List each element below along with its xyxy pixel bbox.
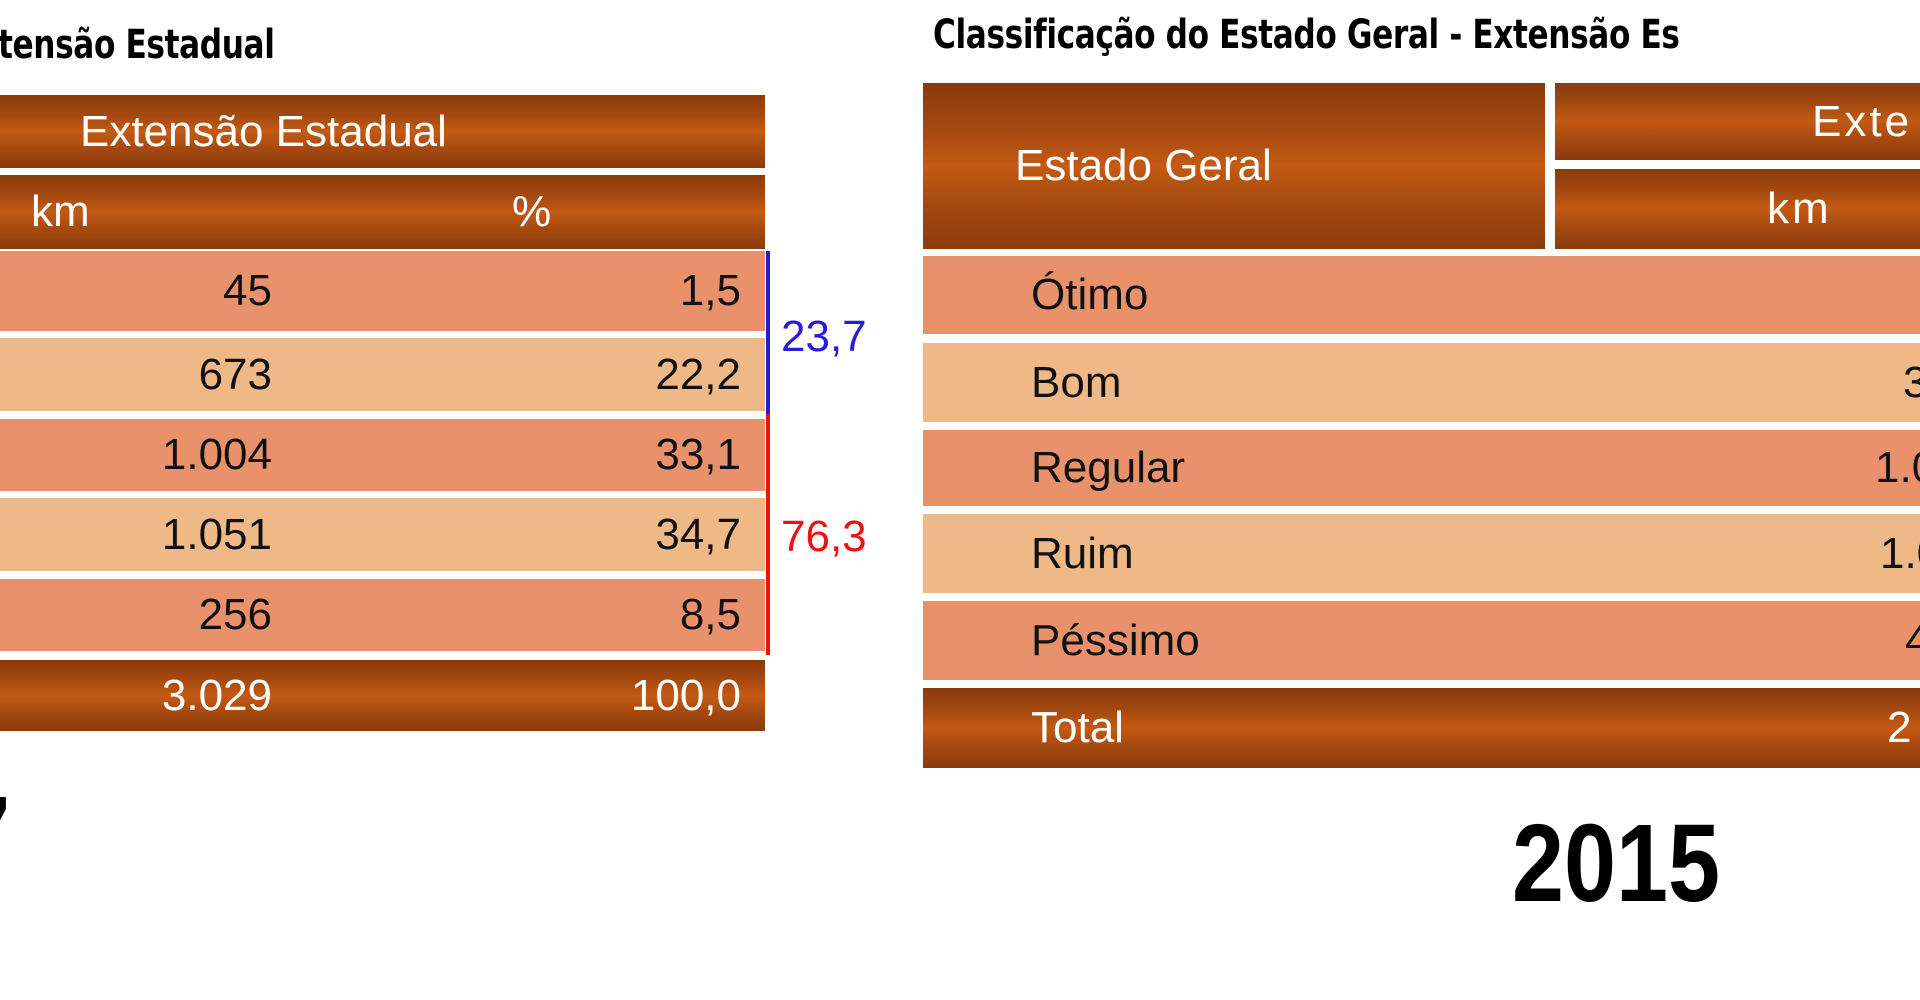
- left-row-pct: 22,2: [655, 349, 741, 399]
- left-header-extensao: Extensão Estadual: [0, 95, 765, 168]
- right-row-label: Regular: [1031, 443, 1186, 492]
- left-table-title: tensão Estadual: [0, 22, 275, 68]
- right-total-row: Total 2: [923, 688, 1920, 768]
- left-row: 256 8,5: [0, 579, 765, 651]
- right-header-estado-label: Estado Geral: [1015, 141, 1272, 190]
- right-row: Péssimo 4: [923, 601, 1920, 680]
- bracket-good-value: 23,7: [781, 312, 867, 361]
- right-header-km: km: [1555, 169, 1920, 249]
- left-row-km: 45: [223, 266, 272, 315]
- right-header-estado: Estado Geral: [923, 83, 1545, 249]
- right-row-km: 3: [1903, 357, 1920, 407]
- bracket-good-line: [766, 251, 770, 414]
- left-row-pct: 8,5: [679, 590, 741, 639]
- right-row-label: Ótimo: [1031, 270, 1149, 319]
- left-header-label: Extensão Estadual: [80, 106, 447, 156]
- left-total-km: 3.029: [161, 670, 272, 720]
- right-row: Bom 3: [923, 343, 1920, 422]
- left-row-km: 673: [198, 349, 272, 399]
- left-row: 673 22,2: [0, 338, 765, 411]
- right-total-km: 2: [1887, 703, 1912, 752]
- left-row: 45 1,5: [0, 251, 765, 331]
- left-col-km: km: [31, 187, 90, 236]
- right-col-km: km: [1767, 184, 1832, 233]
- right-row-km: 4: [1905, 615, 1920, 665]
- left-row-km: 1.004: [161, 430, 272, 479]
- left-row-km: 1.051: [161, 509, 272, 559]
- bracket-bad-value: 76,3: [781, 512, 867, 561]
- left-row-pct: 1,5: [679, 266, 741, 315]
- bracket-bad-line: [766, 414, 770, 655]
- right-row: Ruim 1.0: [923, 514, 1920, 593]
- right-row-label: Ruim: [1031, 528, 1134, 578]
- right-table-title: Classificação do Estado Geral - Extensão…: [933, 12, 1680, 58]
- left-total-pct: 100,0: [630, 670, 741, 720]
- left-col-pct: %: [512, 187, 552, 236]
- left-row: 1.051 34,7: [0, 498, 765, 571]
- left-row-pct: 34,7: [655, 509, 741, 559]
- right-total-label: Total: [1031, 703, 1124, 752]
- right-row: Ótimo: [923, 256, 1920, 334]
- left-total-row: 3.029 100,0: [0, 660, 765, 731]
- right-year: 2015: [1512, 802, 1721, 925]
- left-row-km: 256: [198, 590, 272, 639]
- right-row-km: 1.0: [1880, 528, 1920, 578]
- right-header-extensao-label: Exte: [1812, 96, 1913, 146]
- right-row: Regular 1.0: [923, 430, 1920, 506]
- right-row-label: Péssimo: [1031, 615, 1200, 665]
- left-row: 1.004 33,1: [0, 419, 765, 491]
- right-header-extensao: Exte: [1555, 83, 1920, 160]
- left-year: 7: [0, 772, 10, 899]
- left-row-pct: 33,1: [655, 430, 741, 479]
- right-row-km: 1.0: [1875, 443, 1920, 492]
- left-header-columns: km %: [0, 175, 765, 249]
- right-row-label: Bom: [1031, 357, 1122, 407]
